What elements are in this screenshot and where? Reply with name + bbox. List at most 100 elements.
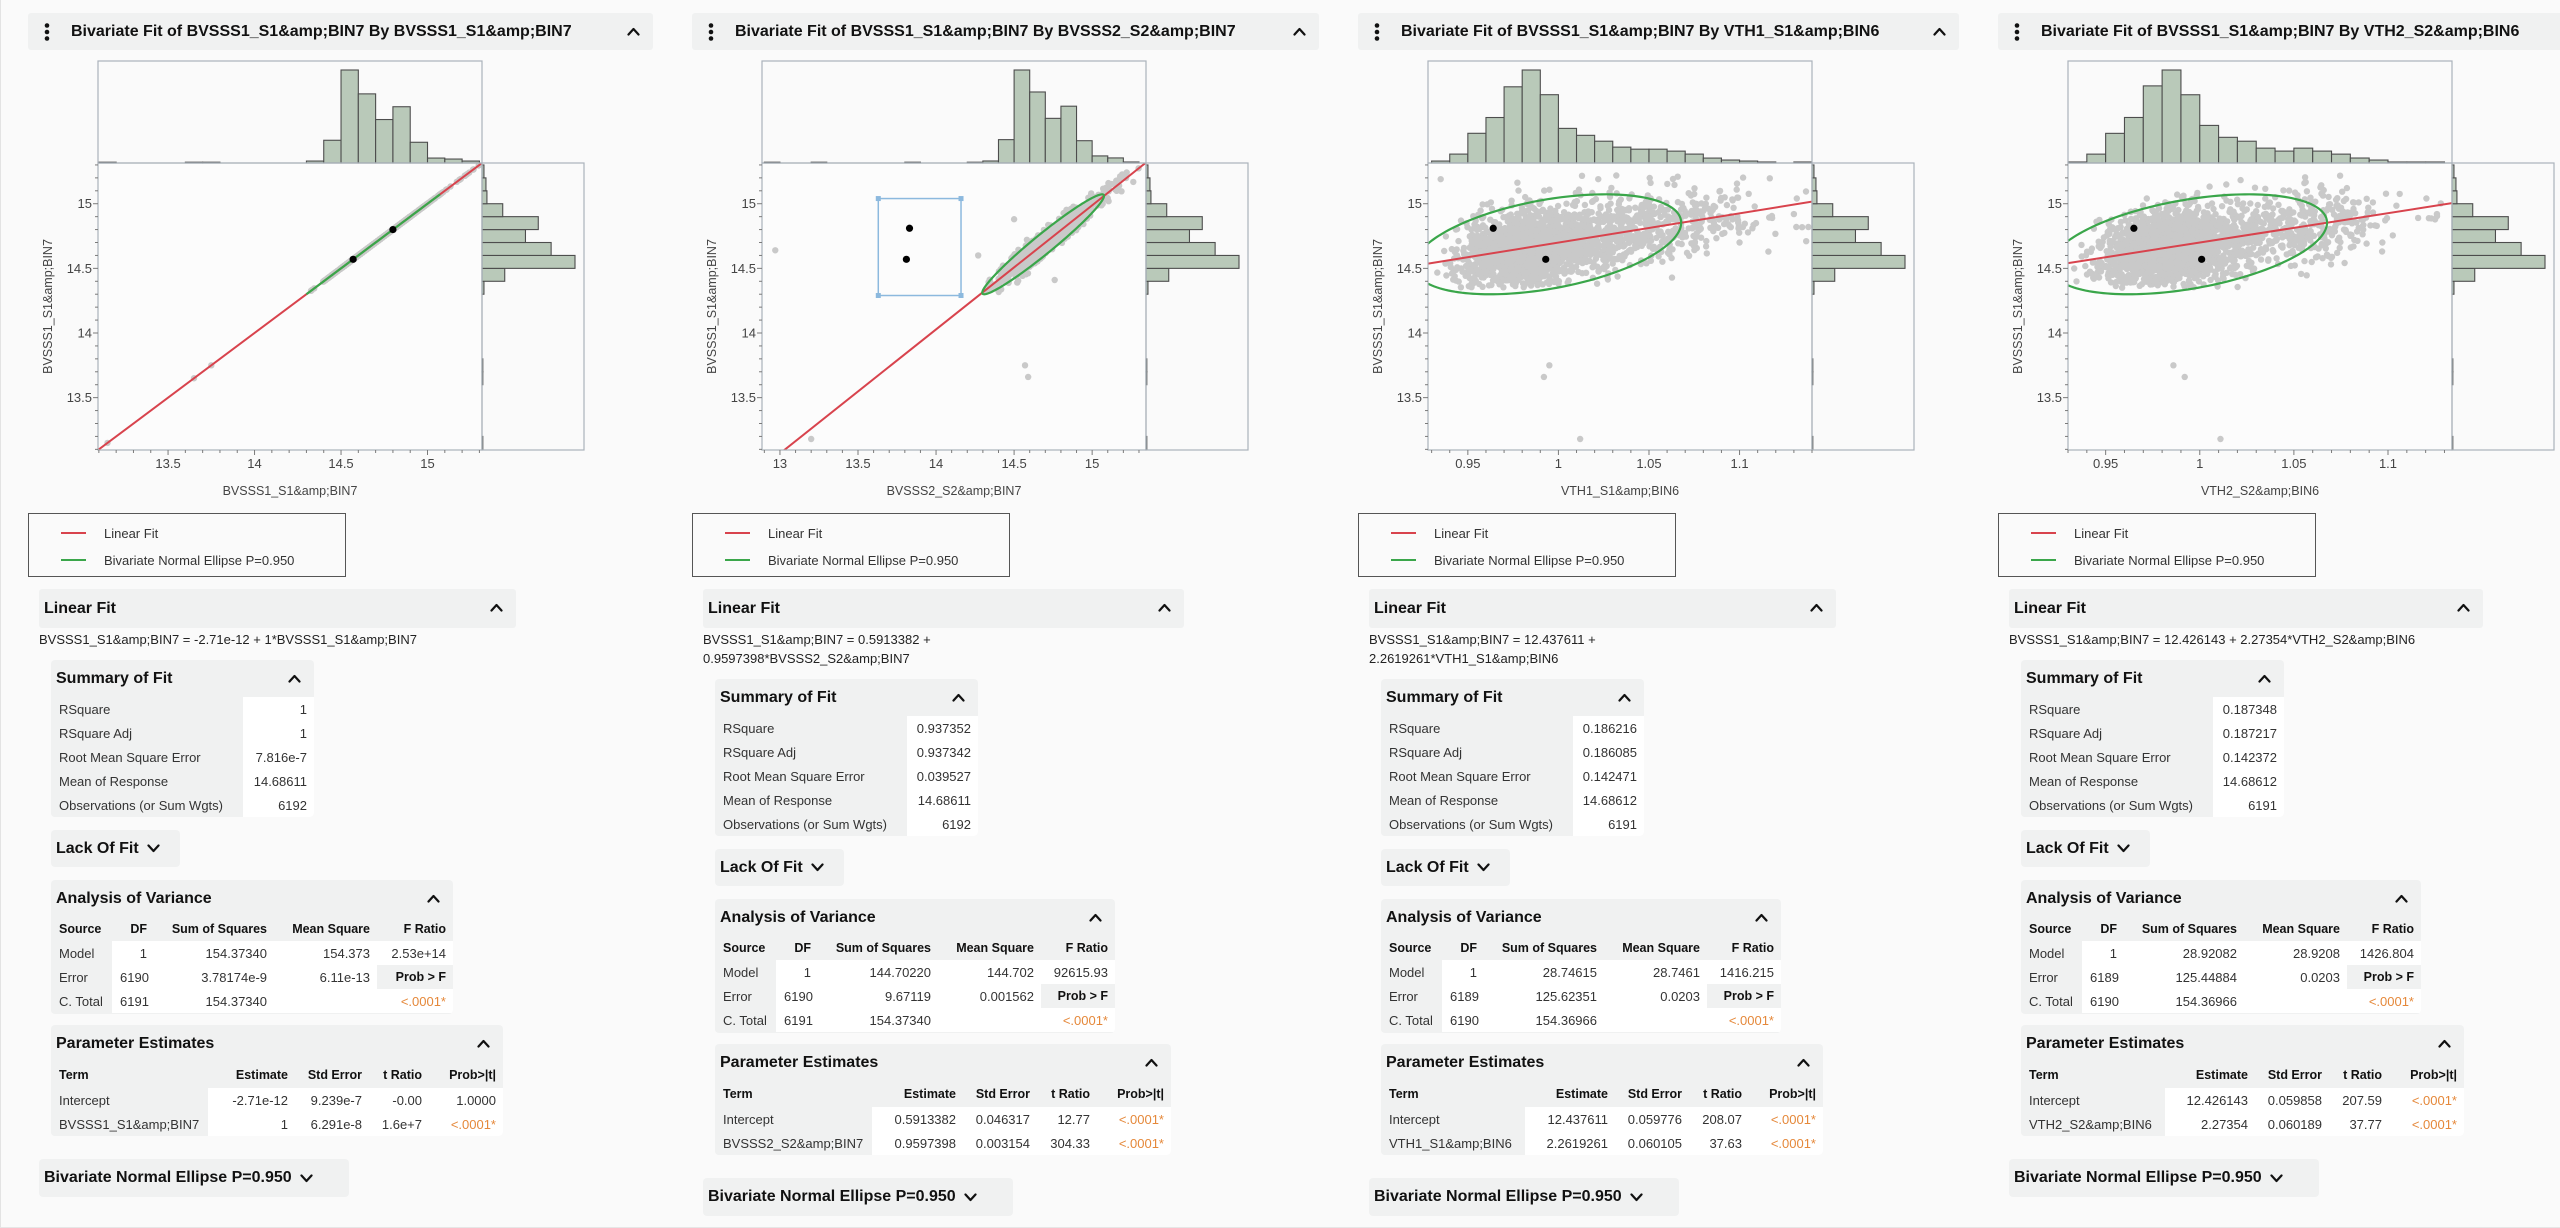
outlier-point[interactable] [772,247,779,254]
scatter-point[interactable] [1597,203,1604,210]
legend-item-linear-fit[interactable]: Linear Fit [29,524,158,542]
scatter-point[interactable] [1685,225,1692,232]
scatter-point[interactable] [1581,215,1589,222]
chevron-up-icon[interactable] [1145,1058,1158,1067]
scatter-point[interactable] [1479,269,1486,276]
histogram-bar[interactable] [323,139,342,164]
scatter-point[interactable] [1647,257,1655,264]
scatter-point[interactable] [1482,224,1489,231]
histogram-bar[interactable] [1811,190,1818,205]
histogram-bar[interactable] [1449,153,1469,164]
outlier-point[interactable] [1021,362,1029,369]
scatter-point[interactable] [1455,278,1462,285]
scatter-point[interactable] [1031,253,1038,261]
histogram-bar[interactable] [481,241,552,256]
column-header[interactable]: Mean Square [956,941,1034,955]
histogram-bar[interactable] [375,118,394,164]
scatter-point[interactable] [1581,201,1589,209]
scatter-point[interactable] [1554,202,1562,210]
scatter-point[interactable] [1609,213,1616,220]
scatter-point[interactable] [1441,247,1448,255]
parameter-estimates-header[interactable]: Parameter Estimates [715,1044,1171,1081]
scatter-point[interactable] [1050,239,1057,246]
histogram-bar[interactable] [1029,91,1046,164]
scatter-point[interactable] [1702,200,1709,207]
scatter-point[interactable] [1702,243,1710,250]
scatter-point[interactable] [1618,211,1626,218]
kebab-menu-icon[interactable] [43,22,51,42]
scatter-point[interactable] [1671,181,1678,189]
kebab-menu-icon[interactable] [707,22,715,42]
scatter-point[interactable] [1803,238,1810,245]
column-header[interactable]: F Ratio [403,922,446,936]
chevron-up-icon[interactable] [1089,913,1102,922]
top-histogram[interactable] [763,69,1140,164]
scatter-point[interactable] [1720,220,1728,228]
scatter-point[interactable] [1516,274,1523,282]
scatter-point[interactable] [1589,238,1596,246]
scatter-point[interactable] [1519,253,1527,261]
scatter-point[interactable] [1455,237,1462,245]
scatter-point[interactable] [1549,267,1557,274]
scatter-point[interactable] [1691,190,1698,198]
histogram-bar[interactable] [1145,241,1216,256]
chevron-down-icon[interactable] [811,863,824,872]
scatter-point[interactable] [1469,280,1477,287]
bivariate-normal-ellipse[interactable] [305,193,441,296]
scatter-point[interactable] [1448,270,1456,277]
scatter-point[interactable] [1733,180,1741,187]
histogram-bar[interactable] [1684,153,1704,164]
scatter-point[interactable] [1515,187,1522,194]
bivariate-fit-header[interactable]: Bivariate Fit of BVSSS1_S1&amp;BIN7 By B… [692,13,1319,50]
scatter-point[interactable] [1646,232,1653,239]
scatter-point[interactable] [1508,197,1515,204]
scatter-point[interactable] [1550,228,1558,235]
scatter-point[interactable] [1729,196,1736,203]
scatter-point[interactable] [1666,251,1673,258]
scatter-point[interactable] [1735,225,1742,232]
scatter-point[interactable] [1547,210,1554,217]
histogram-bar[interactable] [1013,69,1031,164]
scatter-point[interactable] [1546,186,1553,193]
scatter-point[interactable] [1613,172,1620,179]
scatter-point[interactable] [1693,230,1700,237]
column-header[interactable]: Prob>|t| [449,1068,496,1082]
legend-item-ellipse[interactable]: Bivariate Normal Ellipse P=0.950 [29,551,294,569]
scatter-point[interactable] [1659,258,1666,265]
scatter-point[interactable] [1448,245,1455,253]
scatter-point[interactable] [1453,252,1461,259]
column-header[interactable]: Mean Square [292,922,370,936]
scatter-point[interactable] [1527,263,1534,270]
chevron-down-icon[interactable] [964,1192,977,1202]
scatter-point[interactable] [1459,268,1466,275]
lack-of-fit-header[interactable]: Lack Of Fit [715,849,844,886]
column-header[interactable]: F Ratio [1065,941,1108,955]
scatter-point[interactable] [1481,234,1489,242]
histogram-bar[interactable] [1503,86,1523,164]
scatter-point[interactable] [1723,201,1731,209]
scatter-point[interactable] [1664,180,1671,188]
scatter-point[interactable] [1633,233,1640,240]
scatter-point[interactable] [1568,267,1576,275]
bivariate-normal-ellipse[interactable] [981,193,1106,296]
histogram-bar[interactable] [1811,229,1857,244]
scatter-point[interactable] [1682,210,1689,218]
scatter-point[interactable] [1475,280,1483,288]
histogram-bar[interactable] [392,106,411,164]
scatter-point[interactable] [1130,178,1137,186]
scatter-point[interactable] [1733,186,1740,193]
scatter-point[interactable] [1765,248,1772,255]
scatter-point[interactable] [1582,249,1590,257]
outlier-point[interactable] [1014,279,1021,286]
scatter-point[interactable] [1624,232,1631,240]
scatter-point[interactable] [1655,253,1662,260]
column-header[interactable]: Estimate [235,1068,288,1082]
scatter-point[interactable] [1654,220,1662,227]
legend-item-ellipse[interactable]: Bivariate Normal Ellipse P=0.950 [693,551,958,569]
scatter-point[interactable] [1067,213,1074,220]
column-header[interactable]: Prob>|t| [1117,1087,1164,1101]
scatter-point[interactable] [1705,205,1712,212]
bivariate-scatter-plot[interactable]: 13.5 14 14.5 15BVSSS1_S1&amp;BIN713.51414.5… [28,50,628,513]
scatter-point[interactable] [1570,242,1577,249]
scatter-point[interactable] [1668,274,1676,281]
